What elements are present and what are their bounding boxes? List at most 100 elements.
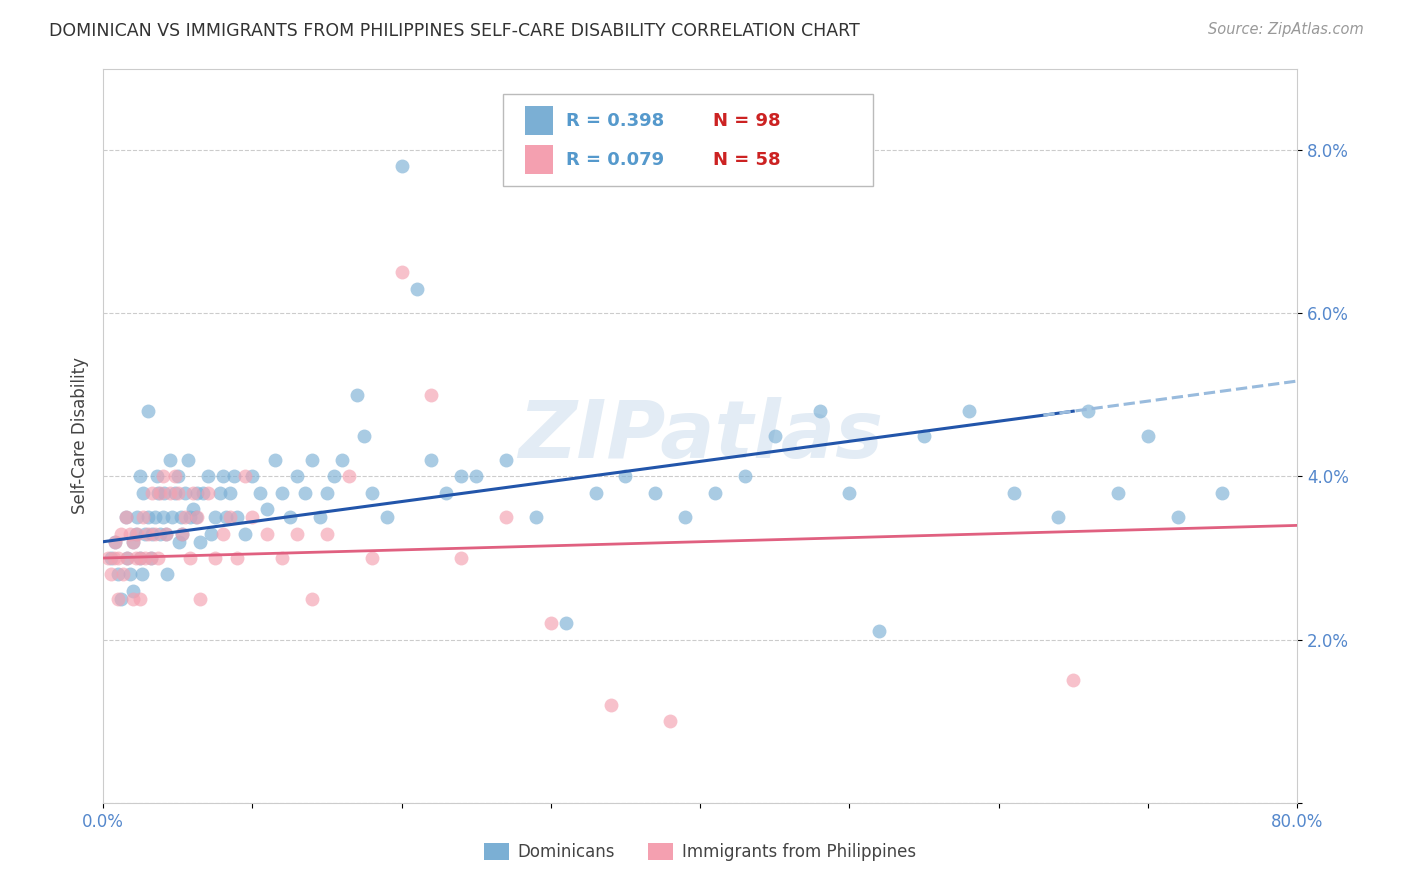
Point — [263, 453, 285, 467]
Point — [434, 485, 457, 500]
Point — [122, 591, 145, 606]
Point — [139, 551, 162, 566]
Text: R = 0.398: R = 0.398 — [567, 112, 665, 129]
Point — [136, 510, 159, 524]
Point — [316, 485, 339, 500]
Point — [233, 469, 256, 483]
Point — [495, 453, 517, 467]
Point — [97, 551, 120, 566]
Point — [360, 551, 382, 566]
Text: N = 98: N = 98 — [713, 112, 780, 129]
Point — [159, 453, 181, 467]
FancyBboxPatch shape — [524, 106, 553, 136]
Point — [132, 510, 155, 524]
Point — [524, 510, 547, 524]
Point — [145, 526, 167, 541]
Point — [111, 567, 134, 582]
Point — [301, 591, 323, 606]
Point — [184, 510, 207, 524]
Point — [125, 526, 148, 541]
Point — [912, 428, 935, 442]
FancyBboxPatch shape — [503, 95, 873, 186]
Point — [224, 469, 246, 483]
Point — [125, 551, 148, 566]
Point — [450, 469, 472, 483]
Point — [301, 453, 323, 467]
Point — [240, 469, 263, 483]
Point — [211, 526, 233, 541]
Text: DOMINICAN VS IMMIGRANTS FROM PHILIPPINES SELF-CARE DISABILITY CORRELATION CHART: DOMINICAN VS IMMIGRANTS FROM PHILIPPINES… — [49, 22, 860, 40]
Point — [172, 526, 194, 541]
Point — [540, 616, 562, 631]
Point — [167, 534, 190, 549]
Point — [308, 510, 330, 524]
Point — [107, 551, 129, 566]
Y-axis label: Self-Care Disability: Self-Care Disability — [72, 357, 89, 514]
Point — [233, 526, 256, 541]
Point — [152, 469, 174, 483]
Point — [100, 551, 122, 566]
Point — [808, 404, 831, 418]
Text: ZIPatlas: ZIPatlas — [517, 397, 883, 475]
Point — [191, 485, 214, 500]
Point — [838, 485, 860, 500]
Point — [110, 591, 132, 606]
Point — [240, 510, 263, 524]
Point — [132, 485, 155, 500]
Point — [118, 526, 141, 541]
Text: Source: ZipAtlas.com: Source: ZipAtlas.com — [1208, 22, 1364, 37]
Point — [152, 510, 174, 524]
Point — [160, 510, 183, 524]
Point — [136, 404, 159, 418]
Legend: Dominicans, Immigrants from Philippines: Dominicans, Immigrants from Philippines — [478, 837, 922, 868]
Point — [614, 469, 637, 483]
Point — [346, 388, 368, 402]
Point — [391, 265, 413, 279]
Point — [337, 469, 360, 483]
Point — [271, 551, 294, 566]
Point — [186, 510, 208, 524]
Point — [285, 526, 308, 541]
Point — [177, 453, 200, 467]
Point — [285, 469, 308, 483]
Point — [450, 551, 472, 566]
Point — [204, 510, 226, 524]
Point — [129, 469, 152, 483]
Point — [554, 616, 576, 631]
Point — [465, 469, 488, 483]
Point — [174, 510, 197, 524]
Text: N = 58: N = 58 — [713, 151, 780, 169]
Point — [179, 510, 201, 524]
Point — [100, 567, 122, 582]
Point — [420, 453, 443, 467]
Point — [197, 469, 219, 483]
Point — [122, 583, 145, 598]
Point — [360, 485, 382, 500]
Point — [148, 551, 170, 566]
Point — [148, 485, 170, 500]
Point — [278, 510, 301, 524]
Point — [214, 510, 236, 524]
Point — [110, 526, 132, 541]
Point — [391, 160, 413, 174]
Point — [118, 567, 141, 582]
Point — [149, 485, 172, 500]
Point — [122, 534, 145, 549]
Point — [170, 510, 193, 524]
Point — [1136, 428, 1159, 442]
Point — [353, 428, 375, 442]
Point — [659, 714, 682, 729]
Point — [256, 526, 278, 541]
Point — [188, 591, 211, 606]
Point — [131, 567, 153, 582]
Point — [134, 526, 156, 541]
Point — [188, 534, 211, 549]
Point — [134, 551, 156, 566]
Point — [316, 526, 339, 541]
Text: R = 0.079: R = 0.079 — [567, 151, 665, 169]
Point — [673, 510, 696, 524]
Point — [1167, 510, 1189, 524]
Point — [156, 567, 179, 582]
Point — [405, 282, 427, 296]
Point — [153, 485, 176, 500]
